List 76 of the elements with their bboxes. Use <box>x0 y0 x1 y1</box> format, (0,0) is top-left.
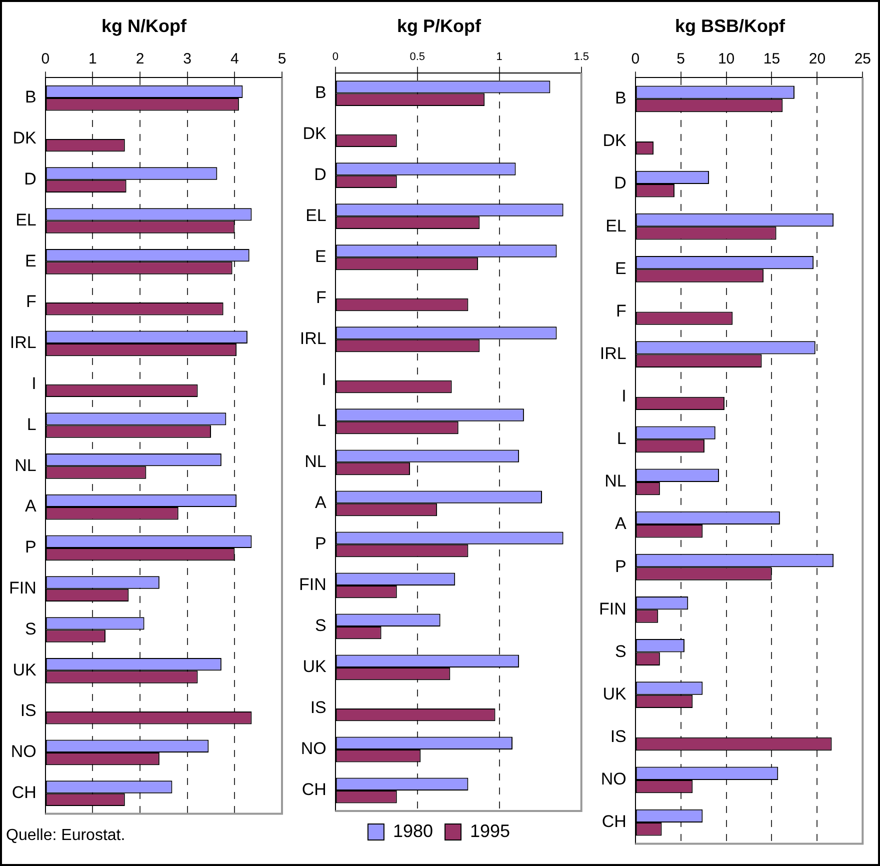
y-tick-label: IRL <box>300 329 326 348</box>
y-tick-label: DK <box>12 128 38 148</box>
legend-label: 1980 <box>392 820 434 841</box>
y-tick-label: A <box>615 514 628 534</box>
y-tick-label: EL <box>606 216 626 236</box>
y-tick-label: L <box>316 411 326 430</box>
x-tick-label: 0 <box>332 51 338 64</box>
y-tick-label: F <box>616 301 626 320</box>
chart-title: kg BSB/Kopf <box>675 16 786 36</box>
x-tick-label: 5 <box>278 50 286 68</box>
y-tick-label: P <box>25 538 36 557</box>
y-tick-label: E <box>25 251 36 270</box>
x-tick-label: 1 <box>496 51 502 64</box>
x-tick-label: 0 <box>631 50 640 68</box>
x-tick-label: 0 <box>41 50 50 68</box>
y-tick-label: DK <box>302 124 328 144</box>
x-tick-label: 20 <box>808 50 826 68</box>
y-tick-label: S <box>25 619 36 638</box>
chart-title: kg N/Kopf <box>102 16 188 36</box>
y-tick-label: P <box>615 556 626 576</box>
y-tick-label: IRL <box>600 344 626 363</box>
x-tick-label: 3 <box>183 50 192 68</box>
y-tick-label: FIN <box>298 575 326 594</box>
y-tick-label: I <box>322 370 326 390</box>
y-tick-label: A <box>25 496 38 516</box>
y-tick-label: L <box>616 429 626 448</box>
y-tick-label: NL <box>304 452 326 472</box>
y-tick-label: D <box>614 174 626 193</box>
y-tick-label: B <box>25 88 36 107</box>
y-tick-label: DK <box>602 131 628 150</box>
y-tick-label: E <box>315 247 326 266</box>
y-tick-label: CH <box>302 780 326 800</box>
x-tick-label: 2 <box>136 50 144 68</box>
y-tick-label: F <box>316 288 326 308</box>
x-tick-label: 1.5 <box>574 51 590 64</box>
y-tick-label: CH <box>12 783 36 802</box>
y-tick-label: S <box>315 616 326 636</box>
y-tick-label: E <box>615 258 626 278</box>
y-tick-label: EL <box>306 206 326 226</box>
x-tick-label: 1 <box>88 50 97 68</box>
chart-title: kg P/Kopf <box>397 16 482 36</box>
x-tick-label: 4 <box>230 50 239 68</box>
x-tick-label: 10 <box>718 50 735 68</box>
legend-label: 1995 <box>470 820 510 841</box>
y-tick-label: UK <box>602 684 628 704</box>
x-tick-label: 15 <box>763 50 780 68</box>
y-tick-label: NO <box>300 739 326 758</box>
source-note: Quelle: Eurostat. <box>5 827 126 845</box>
y-tick-label: UK <box>12 660 38 680</box>
x-tick-label: 25 <box>854 50 871 68</box>
y-tick-label: FIN <box>598 599 626 618</box>
y-tick-label: D <box>314 165 326 184</box>
y-tick-label: B <box>615 88 626 108</box>
y-tick-label: I <box>32 374 36 394</box>
y-tick-label: I <box>622 386 626 406</box>
y-tick-label: IS <box>20 701 36 720</box>
y-tick-label: B <box>315 82 326 102</box>
y-tick-label: IS <box>610 727 626 746</box>
y-tick-label: FIN <box>8 578 36 598</box>
y-tick-label: D <box>24 170 36 189</box>
y-tick-label: S <box>615 642 626 661</box>
y-tick-label: UK <box>302 657 328 676</box>
y-tick-label: IRL <box>10 333 36 352</box>
y-tick-label: F <box>26 292 36 312</box>
x-tick-label: 0.5 <box>410 51 426 64</box>
y-tick-label: CH <box>602 812 626 832</box>
y-tick-label: EL <box>16 210 36 230</box>
y-tick-label: P <box>315 534 326 554</box>
y-tick-label: A <box>315 493 328 512</box>
y-tick-label: L <box>26 414 36 434</box>
x-tick-label: 5 <box>676 50 686 68</box>
y-tick-label: NO <box>10 742 36 762</box>
y-tick-label: NO <box>600 770 626 789</box>
y-tick-label: IS <box>310 698 326 718</box>
y-tick-label: NL <box>14 456 36 475</box>
y-tick-label: NL <box>604 472 626 491</box>
